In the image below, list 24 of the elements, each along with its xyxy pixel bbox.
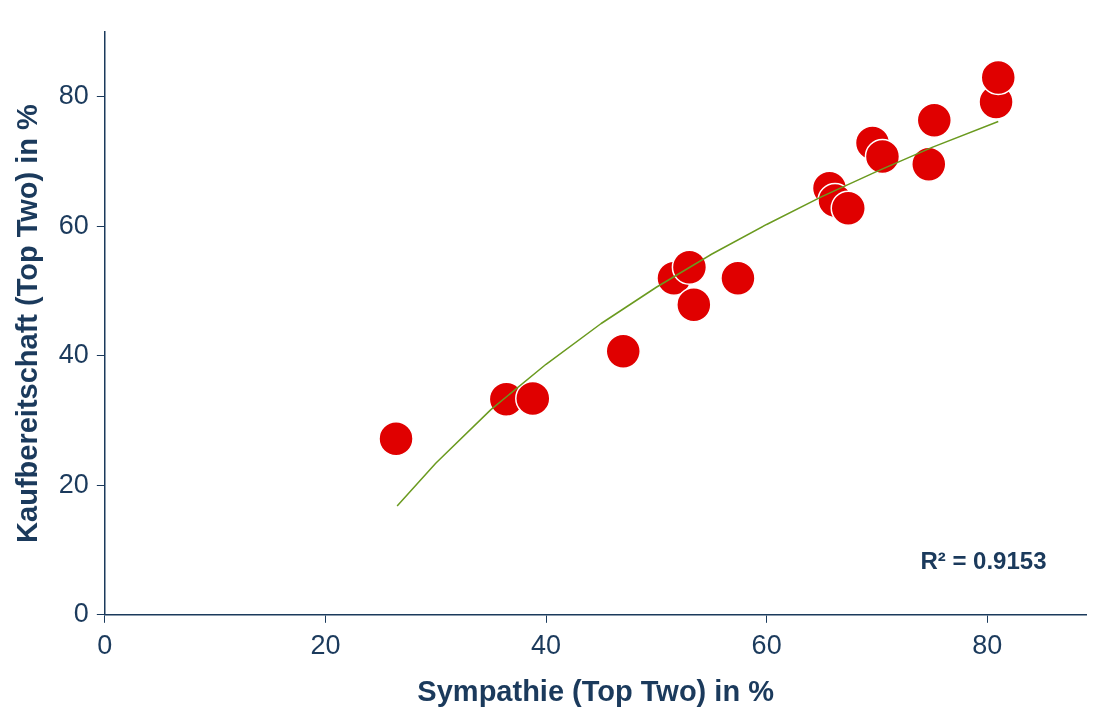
y-axis-title: Kaufbereitschaft (Top Two) in % <box>11 103 44 543</box>
point <box>916 102 953 138</box>
x-tick-label: 0 <box>97 630 113 661</box>
point <box>671 249 708 285</box>
point <box>911 146 947 183</box>
point <box>676 286 712 323</box>
y-tick-label: 40 <box>58 339 89 370</box>
point <box>605 333 641 370</box>
y-tick-label: 20 <box>58 468 89 499</box>
y-tick-label: 80 <box>58 80 89 111</box>
point <box>830 190 866 227</box>
point <box>378 420 414 457</box>
x-tick-label: 40 <box>531 630 562 661</box>
x-tick-label: 60 <box>751 630 782 661</box>
point <box>720 260 756 296</box>
y-tick-label: 60 <box>58 209 89 240</box>
y-tick-label: 0 <box>73 598 89 629</box>
x-axis-title: Sympathie (Top Two) in % <box>417 674 775 707</box>
x-tick-label: 80 <box>972 630 1003 661</box>
annotation: R² = 0.9153 <box>920 547 1047 575</box>
x-tick-label: 20 <box>310 630 341 661</box>
point <box>864 138 901 175</box>
point <box>515 380 551 417</box>
point <box>980 59 1017 96</box>
